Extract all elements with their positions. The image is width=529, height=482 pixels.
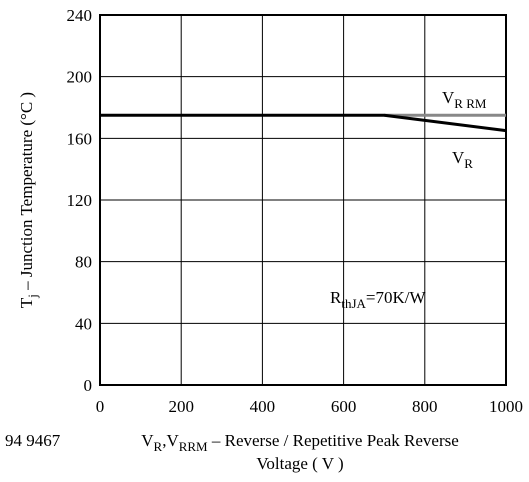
x-tick-label: 1000 xyxy=(489,397,523,416)
x-tick-label: 600 xyxy=(331,397,357,416)
series-label: VR xyxy=(452,148,473,171)
series-line xyxy=(100,113,507,133)
text-part: ,V xyxy=(162,431,179,450)
text-part: Voltage ( V ) xyxy=(256,454,343,473)
y-tick-label: 0 xyxy=(84,376,93,395)
x-axis-label: Voltage ( V ) xyxy=(256,454,343,473)
text-part: – Reverse / Repetitive Peak Reverse xyxy=(208,431,459,450)
text-part: V xyxy=(442,88,455,107)
y-axis-label: Tj – Junction Temperature (°C ) xyxy=(17,92,40,308)
y-tick-label: 120 xyxy=(67,191,93,210)
figure-number: 94 9467 xyxy=(5,431,61,450)
text-part: R xyxy=(154,439,163,454)
y-tick-label: 40 xyxy=(75,314,92,333)
series-label: VR RM xyxy=(442,88,487,111)
x-tick-label: 800 xyxy=(412,397,438,416)
text-part: RRM xyxy=(179,439,208,454)
text-part: V xyxy=(452,148,465,167)
y-tick-label: 160 xyxy=(67,129,93,148)
annotation: RthJA=70K/W xyxy=(330,288,426,311)
y-tick-label: 200 xyxy=(67,68,93,87)
x-tick-label: 400 xyxy=(250,397,276,416)
x-tick-label: 200 xyxy=(168,397,194,416)
text-part: V xyxy=(141,431,154,450)
text-part: =70K/W xyxy=(366,288,427,307)
y-tick-label: 80 xyxy=(75,253,92,272)
x-axis-label: VR,VRRM – Reverse / Repetitive Peak Reve… xyxy=(141,431,459,454)
text-part: R RM xyxy=(454,96,487,111)
y-tick-label: 240 xyxy=(67,6,93,25)
text-part: – Junction Temperature (°C ) xyxy=(17,92,36,294)
x-tick-label: 0 xyxy=(96,397,105,416)
text-part: j xyxy=(25,294,40,299)
text-part: thJA xyxy=(341,296,366,311)
text-part: R xyxy=(330,288,342,307)
text-part: T xyxy=(17,297,36,308)
text-part: R xyxy=(464,156,473,171)
plot-frame xyxy=(99,14,507,386)
